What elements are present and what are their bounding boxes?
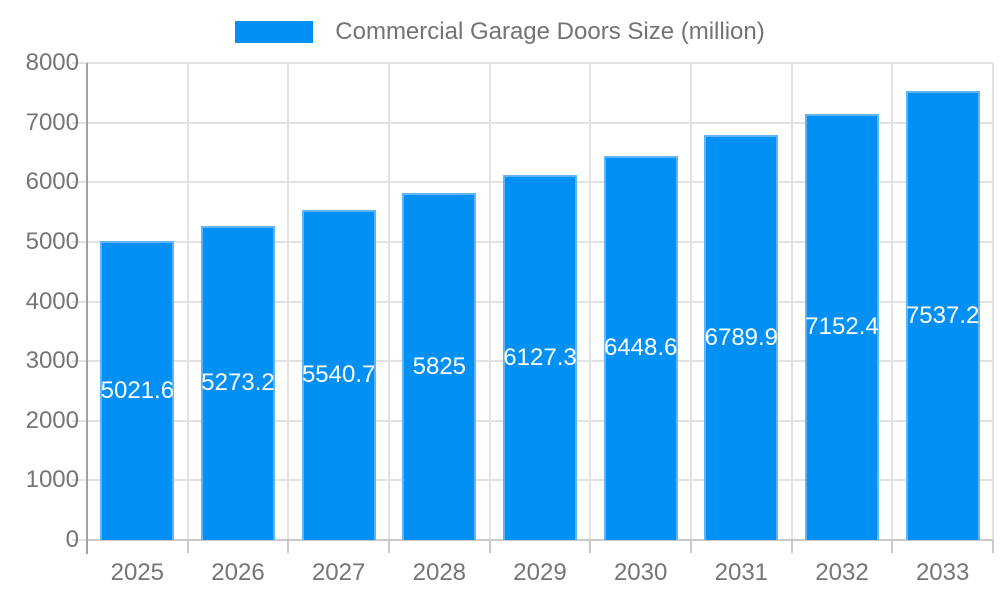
gridline-vertical [388, 63, 390, 540]
x-axis-tick [589, 540, 592, 553]
gridline-horizontal [87, 62, 993, 64]
bar [201, 226, 275, 540]
legend-item[interactable]: Commercial Garage Doors Size (million) [0, 16, 1000, 48]
y-axis-tick [72, 419, 87, 422]
x-axis-tick [690, 540, 692, 553]
legend-label: Commercial Garage Doors Size (million) [335, 18, 765, 45]
gridline-horizontal [87, 121, 993, 124]
bar-value-label: 5540.7 [301, 361, 376, 388]
x-axis-tick-label: 2032 [815, 559, 869, 586]
plot-area: 5021.6 5273.2 5540.7 5825 6127.3 6448.6 6789.9… [72, 62, 994, 554]
bar-value-label: 7152.4 [805, 313, 879, 340]
y-axis-tick [72, 121, 87, 124]
x-axis-tick-label: 2033 [915, 559, 970, 586]
y-axis-tick-label: 1000 [25, 466, 79, 494]
y-axis-tick [72, 360, 87, 363]
y-axis-tick [72, 181, 87, 184]
x-axis-tick-label: 2029 [513, 559, 567, 586]
gridline-vertical [992, 63, 994, 540]
x-axis-tick [388, 540, 390, 553]
y-axis-tick-label: 0 [65, 526, 79, 553]
x-axis-tick [287, 540, 290, 553]
x-axis-tick [992, 540, 994, 553]
bar-value-label: 6448.6 [603, 334, 678, 361]
gridline-vertical [287, 63, 290, 540]
x-axis-tick-label: 2026 [211, 559, 265, 586]
bar [603, 156, 678, 540]
bar-value-label: 5825 [412, 352, 467, 380]
bar [905, 91, 980, 540]
bar-value-label: 6789.9 [704, 323, 779, 351]
y-axis-tick-label: 7000 [25, 108, 79, 136]
y-axis-tick [72, 240, 87, 243]
x-axis-baseline [87, 539, 993, 541]
bar [704, 135, 779, 540]
gridline-vertical [690, 63, 692, 540]
bar [402, 193, 477, 540]
gridline-vertical [488, 63, 491, 540]
gridline-vertical [186, 63, 189, 540]
x-axis-tick [790, 540, 793, 553]
y-axis-tick-label: 6000 [25, 168, 79, 196]
y-axis-tick-label: 4000 [25, 287, 79, 315]
y-axis-tick [72, 479, 87, 482]
bar-value-label: 7537.2 [905, 301, 980, 329]
x-axis-tick [488, 540, 491, 553]
bar [503, 175, 577, 540]
x-axis-tick-label: 2031 [714, 559, 769, 586]
y-axis-tick-label: 2000 [25, 406, 79, 434]
bar-value-label: 5273.2 [201, 369, 275, 396]
x-axis-tick-label: 2027 [311, 559, 366, 586]
gridline-vertical [790, 63, 793, 540]
x-axis-tick [891, 540, 894, 553]
legend-swatch-icon [235, 21, 314, 43]
gridline-vertical [891, 63, 894, 540]
x-axis-tick [186, 540, 189, 553]
y-axis-tick [72, 539, 87, 541]
y-axis-tick-label: 3000 [25, 347, 79, 375]
x-axis-tick-label: 2028 [412, 559, 467, 586]
bar-value-label: 6127.3 [503, 343, 577, 371]
y-axis-tick-label: 8000 [25, 49, 79, 76]
x-axis-tick-label: 2025 [110, 559, 165, 586]
y-axis-tick [72, 62, 87, 64]
y-axis-line [86, 63, 88, 554]
gridline-vertical [589, 63, 592, 540]
y-axis-tick [72, 300, 87, 303]
bar [805, 114, 879, 540]
x-axis-tick-label: 2030 [613, 559, 668, 586]
bar [301, 210, 376, 540]
y-axis-tick-label: 5000 [25, 227, 79, 255]
bar-value-label: 5021.6 [100, 376, 175, 404]
bar [100, 241, 175, 540]
